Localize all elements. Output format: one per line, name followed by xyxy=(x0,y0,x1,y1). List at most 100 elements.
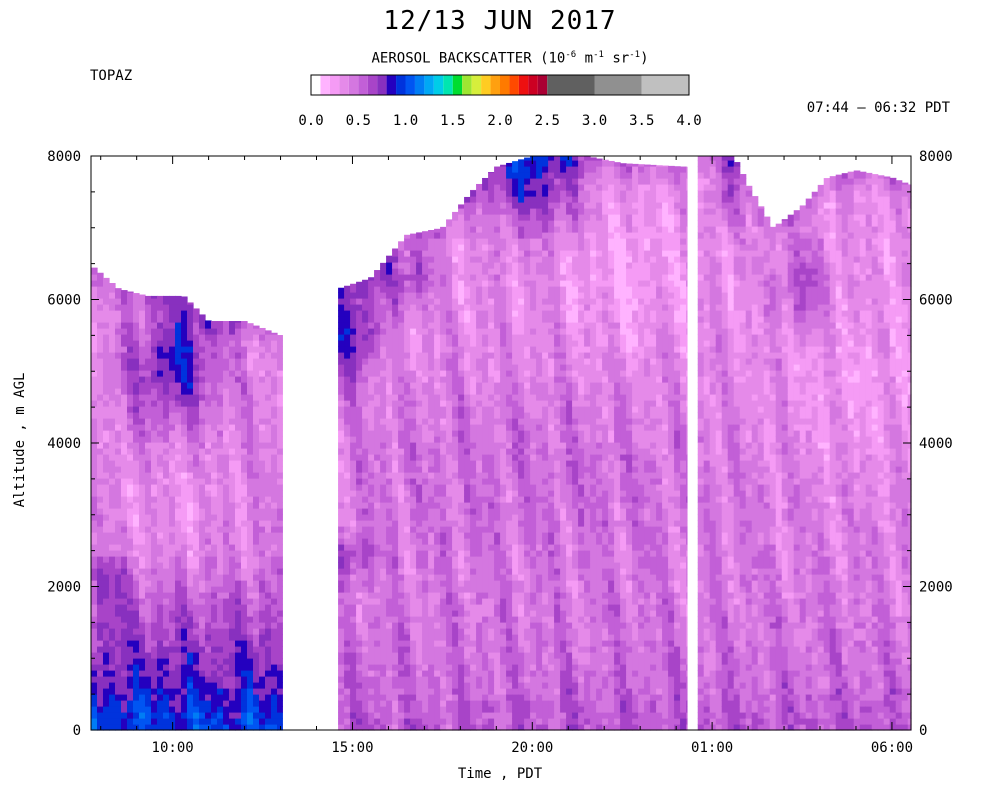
heatmap-cell xyxy=(193,346,200,353)
heatmap-cell xyxy=(163,412,170,419)
heatmap-cell xyxy=(115,598,122,605)
heatmap-cell xyxy=(223,646,230,653)
heatmap-cell xyxy=(247,334,254,341)
heatmap-cell xyxy=(500,166,507,173)
heatmap-cell xyxy=(386,340,393,347)
heatmap-cell xyxy=(410,700,417,707)
heatmap-cell xyxy=(211,352,218,359)
heatmap-cell xyxy=(470,712,477,719)
heatmap-cell xyxy=(145,370,152,377)
heatmap-cell xyxy=(133,388,140,395)
heatmap-cell xyxy=(368,502,375,509)
heatmap-cell xyxy=(139,706,146,713)
heatmap-cell xyxy=(133,670,140,677)
heatmap-cell xyxy=(229,688,236,695)
heatmap-cell xyxy=(199,598,206,605)
heatmap-cell xyxy=(253,436,260,443)
heatmap-cell xyxy=(127,664,134,671)
heatmap-cell xyxy=(91,544,98,551)
heatmap-cell xyxy=(338,292,345,299)
heatmap-cell xyxy=(452,670,459,677)
heatmap-cell xyxy=(265,676,272,683)
heatmap-cell xyxy=(205,652,212,659)
heatmap-cell xyxy=(392,610,399,617)
heatmap-cell xyxy=(392,316,399,323)
heatmap-cell xyxy=(464,586,471,593)
heatmap-cell xyxy=(277,370,283,377)
heatmap-cell xyxy=(265,502,272,509)
heatmap-cell xyxy=(464,622,471,629)
heatmap-cell xyxy=(512,352,519,359)
heatmap-cell xyxy=(91,358,98,365)
heatmap-cell xyxy=(259,430,266,437)
heatmap-cell xyxy=(440,670,447,677)
heatmap-cell xyxy=(464,220,471,227)
heatmap-cell xyxy=(458,232,465,239)
heatmap-cell xyxy=(193,532,200,539)
heatmap-cell xyxy=(217,640,224,647)
heatmap-cell xyxy=(151,532,158,539)
heatmap-cell xyxy=(446,460,453,467)
heatmap-cell xyxy=(392,268,399,275)
heatmap-cell xyxy=(344,292,351,299)
heatmap-cell xyxy=(404,616,411,623)
heatmap-cell xyxy=(392,424,399,431)
heatmap-cell xyxy=(440,658,447,665)
heatmap-cell xyxy=(386,682,393,689)
heatmap-cell xyxy=(181,592,188,599)
heatmap-cell xyxy=(241,502,248,509)
heatmap-cell xyxy=(338,544,345,551)
heatmap-cell xyxy=(157,664,164,671)
heatmap-cell xyxy=(392,550,399,557)
heatmap-cell xyxy=(127,580,134,587)
heatmap-cell xyxy=(470,490,477,497)
heatmap-cell xyxy=(404,322,411,329)
heatmap-cell xyxy=(392,248,399,251)
heatmap-cell xyxy=(157,382,164,389)
heatmap-cell xyxy=(169,628,176,635)
heatmap-cell xyxy=(127,502,134,509)
heatmap-cell xyxy=(211,544,218,551)
heatmap-cell xyxy=(139,616,146,623)
heatmap-cell xyxy=(464,568,471,575)
heatmap-cell xyxy=(368,490,375,497)
heatmap-cell xyxy=(440,574,447,581)
heatmap-cell xyxy=(91,376,98,383)
heatmap-cell xyxy=(494,448,501,455)
heatmap-cell xyxy=(422,316,429,323)
heatmap-cell xyxy=(488,682,495,689)
heatmap-cell xyxy=(350,358,357,365)
heatmap-cell xyxy=(464,244,471,251)
heatmap-cell xyxy=(157,412,164,419)
heatmap-cell xyxy=(338,628,345,635)
heatmap-cell xyxy=(482,352,489,359)
heatmap-cell xyxy=(506,394,513,401)
heatmap-cell xyxy=(91,508,98,515)
heatmap-cell xyxy=(91,706,98,713)
heatmap-cell xyxy=(223,622,230,629)
heatmap-cell xyxy=(199,604,206,611)
heatmap-cell xyxy=(506,298,513,305)
heatmap-cell xyxy=(193,538,200,545)
heatmap-cell xyxy=(193,310,200,317)
heatmap-cell xyxy=(109,340,116,347)
heatmap-cell xyxy=(151,604,158,611)
heatmap-cell xyxy=(368,370,375,377)
heatmap-cell xyxy=(253,370,260,377)
heatmap-cell xyxy=(193,436,200,443)
heatmap-cell xyxy=(277,376,283,383)
heatmap-cell xyxy=(163,712,170,719)
heatmap-cell xyxy=(127,508,134,515)
heatmap-cell xyxy=(181,562,188,569)
heatmap-cell xyxy=(404,250,411,257)
heatmap-cell xyxy=(410,514,417,521)
heatmap-cell xyxy=(145,544,152,551)
heatmap-cell xyxy=(338,604,345,611)
heatmap-cell xyxy=(265,688,272,695)
heatmap-cell xyxy=(440,382,447,389)
heatmap-cell xyxy=(235,544,242,551)
heatmap-cell xyxy=(277,568,283,575)
colorbar-tick-label: 2.0 xyxy=(487,113,513,129)
heatmap-cell xyxy=(109,448,116,455)
heatmap-cell xyxy=(404,412,411,419)
